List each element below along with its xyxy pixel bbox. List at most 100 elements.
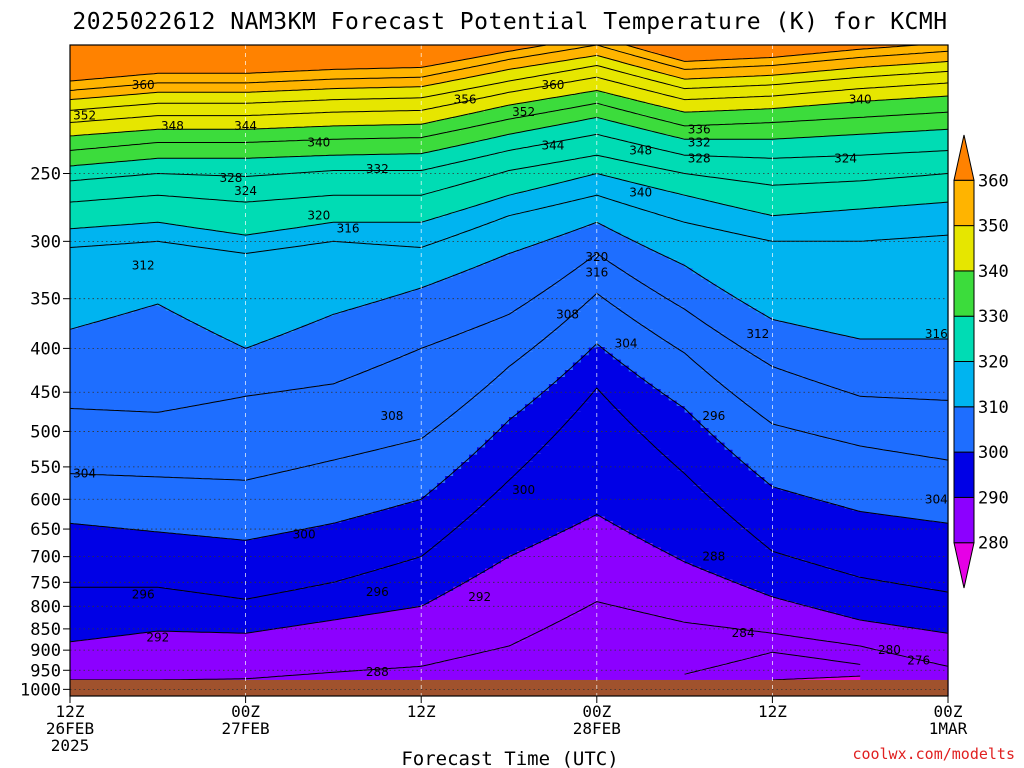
band-cell (548, 436, 558, 537)
band-cell (413, 86, 422, 98)
band-cell (764, 240, 773, 318)
band-cell (516, 148, 526, 169)
band-cell (277, 127, 287, 142)
band-cell (381, 363, 390, 448)
band-cell (796, 82, 805, 94)
band-cell (501, 559, 510, 647)
band-cell (205, 115, 215, 130)
band-cell (732, 582, 742, 629)
band-cell (85, 97, 95, 109)
band-cell (285, 140, 295, 157)
band-cell (125, 94, 135, 106)
contour-label: 332 (688, 135, 711, 149)
band-cell (884, 652, 893, 696)
band-cell (868, 621, 877, 649)
band-cell (788, 107, 797, 122)
band-cell (77, 640, 87, 680)
band-cell (716, 507, 726, 577)
band-cell (325, 155, 334, 171)
band-cell (732, 344, 742, 397)
band-cell (109, 132, 119, 147)
band-cell (389, 564, 398, 611)
band-cell (101, 637, 111, 680)
band-cell (389, 245, 398, 297)
band-cell (70, 587, 79, 642)
band-cell (253, 233, 263, 252)
band-cell (612, 201, 622, 233)
band-cell (660, 73, 670, 84)
band-cell (117, 161, 127, 177)
band-cell (125, 117, 135, 132)
band-cell (429, 191, 438, 219)
band-cell (724, 59, 734, 68)
band-cell (564, 180, 574, 202)
band-cell (349, 138, 358, 155)
isentrope-308 (69, 252, 949, 413)
band-cell (932, 45, 941, 53)
band-cell (636, 282, 646, 325)
colorbar-label: 300 (978, 443, 1009, 463)
band-cell (852, 338, 861, 396)
band-cell (700, 278, 710, 324)
band-cell (644, 90, 654, 104)
y-tick-label: 300 (30, 232, 61, 252)
contour-label: 288 (702, 550, 725, 564)
band-cell (628, 277, 638, 319)
y-tick-label: 800 (30, 597, 61, 617)
band-cell (628, 318, 638, 372)
band-cell (764, 483, 773, 549)
band-cell (445, 45, 454, 63)
isentrope-292 (69, 513, 949, 643)
band-cell (173, 225, 183, 245)
band-cell (876, 514, 885, 581)
band-cell (596, 516, 606, 603)
band-cell (173, 82, 183, 93)
band-cell (852, 101, 861, 118)
band-cell (493, 648, 502, 696)
band-cell (660, 455, 670, 552)
band-cell (173, 92, 183, 104)
band-cell (253, 175, 263, 202)
band-cell (700, 492, 710, 571)
band-cell (620, 63, 630, 73)
band-cell (636, 433, 646, 539)
band-cell (453, 130, 462, 146)
colorbar-segment (953, 496, 975, 544)
band-cell (317, 139, 327, 156)
band-cell (884, 239, 893, 339)
band-cell (628, 75, 638, 87)
band-cell (93, 226, 103, 246)
band-cell (77, 227, 87, 247)
band-cell (389, 222, 398, 246)
band-cell (509, 363, 518, 417)
band-cell (556, 140, 566, 162)
band-cell (149, 129, 159, 143)
band-cell (365, 572, 374, 615)
band-cell (748, 534, 758, 590)
band-cell (852, 209, 861, 242)
band-cell (724, 77, 734, 87)
band-cell (477, 45, 486, 57)
band-cell (596, 224, 606, 257)
band-cell (149, 83, 159, 93)
band-cell (117, 118, 127, 133)
band-cell (301, 45, 311, 71)
band-cell (501, 52, 510, 61)
band-cell (157, 45, 167, 74)
band-cell (828, 69, 837, 80)
band-cell (860, 48, 869, 58)
band-cell (469, 654, 478, 696)
band-cell (213, 334, 223, 402)
isentrope-360 (69, 44, 919, 82)
band-cell (740, 45, 750, 59)
band-cell (860, 512, 869, 578)
band-cell (596, 156, 606, 175)
band-cell (524, 45, 534, 48)
band-cell (524, 351, 534, 405)
band-cell (421, 496, 430, 554)
band-cell (501, 484, 510, 560)
band-cell (165, 533, 175, 589)
band-cell (261, 536, 271, 596)
band-cell (924, 630, 933, 662)
band-cell (812, 71, 821, 82)
